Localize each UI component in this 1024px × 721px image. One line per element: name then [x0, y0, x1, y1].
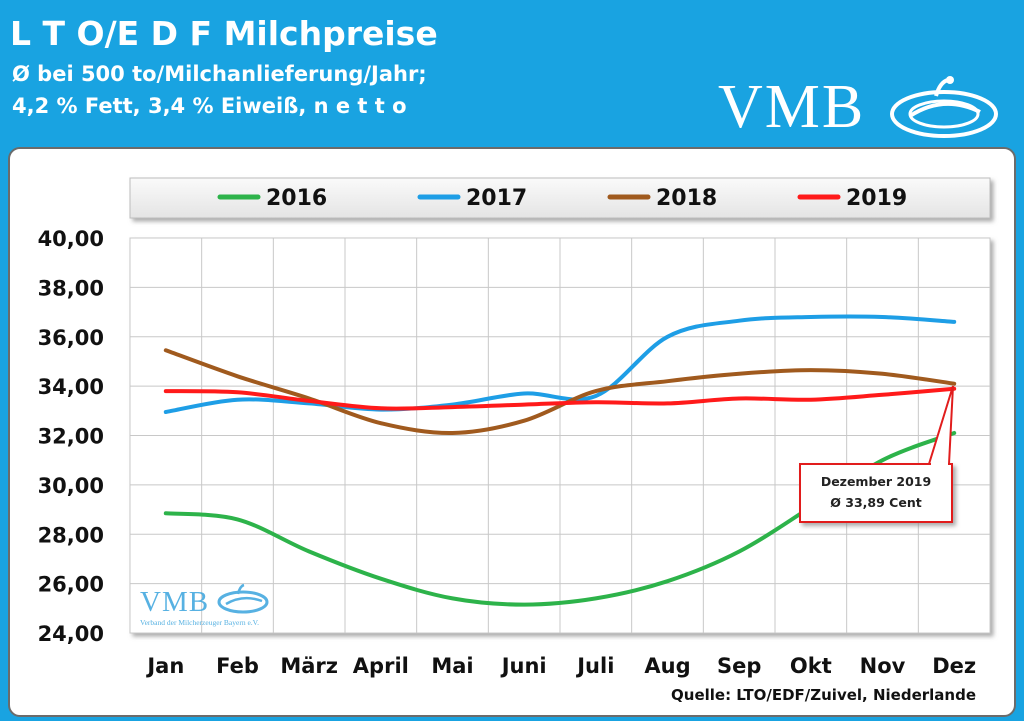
- legend: 2016 2017 2018 2019: [217, 186, 907, 211]
- callout-title: Dezember 2019: [821, 474, 931, 489]
- x-axis-ticks: Jan Feb März April Mai Juni Juli Aug Sep Okt Nov De…: [145, 654, 976, 678]
- x-tick-label: Aug: [644, 654, 690, 678]
- x-tick-label: Feb: [216, 654, 259, 678]
- y-tick-label: 32,00: [38, 425, 104, 449]
- x-tick-label: April: [353, 654, 409, 678]
- x-tick-label: Sep: [717, 654, 761, 678]
- legend-label-2018: 2018: [656, 186, 717, 211]
- y-tick-label: 24,00: [38, 622, 104, 646]
- y-tick-label: 28,00: [38, 523, 104, 547]
- source-note: Quelle: LTO/EDF/Zuivel, Niederlande: [671, 686, 976, 704]
- series-line-2019: [163, 386, 957, 411]
- series-line-2018: [163, 348, 957, 436]
- x-tick-label: März: [280, 654, 338, 678]
- y-tick-label: 40,00: [38, 227, 104, 251]
- subtitle-line-2: 4,2 % Fett, 3,4 % Eiweiß, n e t t o: [12, 94, 407, 118]
- series-line-2017: [163, 314, 957, 414]
- y-axis-ticks: 24,00 26,00 28,00 30,00 32,00 34,00 36,00 38,00…: [38, 227, 104, 646]
- x-tick-label: Jan: [145, 654, 184, 678]
- x-tick-label: Okt: [790, 654, 832, 678]
- y-tick-label: 26,00: [38, 573, 104, 597]
- y-tick-label: 36,00: [38, 326, 104, 350]
- x-tick-label: Mai: [431, 654, 473, 678]
- watermark-logo-icon: [217, 583, 269, 614]
- watermark-logo-text: VMB: [140, 586, 209, 618]
- callout-value: Ø 33,89 Cent: [830, 495, 921, 510]
- callout-box: [799, 463, 953, 523]
- vmb-logo-text: VMB: [718, 73, 866, 141]
- x-tick-label: Dez: [932, 654, 976, 678]
- legend-label-2019: 2019: [846, 186, 907, 211]
- y-tick-label: 30,00: [38, 474, 104, 498]
- watermark-caption: Verband der Milcherzeuger Bayern e.V.: [140, 618, 259, 627]
- x-tick-label: Juli: [575, 654, 614, 678]
- page-title: L T O/E D F Milchpreise: [10, 14, 438, 53]
- subtitle-line-1: Ø bei 500 to/Milchanlieferung/Jahr;: [12, 62, 427, 86]
- watermark: VMB Verband der Milcherzeuger Bayern e.V…: [140, 583, 269, 627]
- legend-label-2016: 2016: [266, 186, 327, 211]
- y-tick-label: 38,00: [38, 276, 104, 300]
- vmb-logo-icon: [890, 76, 998, 138]
- x-tick-label: Nov: [860, 654, 906, 678]
- x-tick-label: Juni: [500, 654, 547, 678]
- y-tick-label: 34,00: [38, 375, 104, 399]
- legend-box: [129, 177, 991, 219]
- legend-label-2017: 2017: [466, 186, 527, 211]
